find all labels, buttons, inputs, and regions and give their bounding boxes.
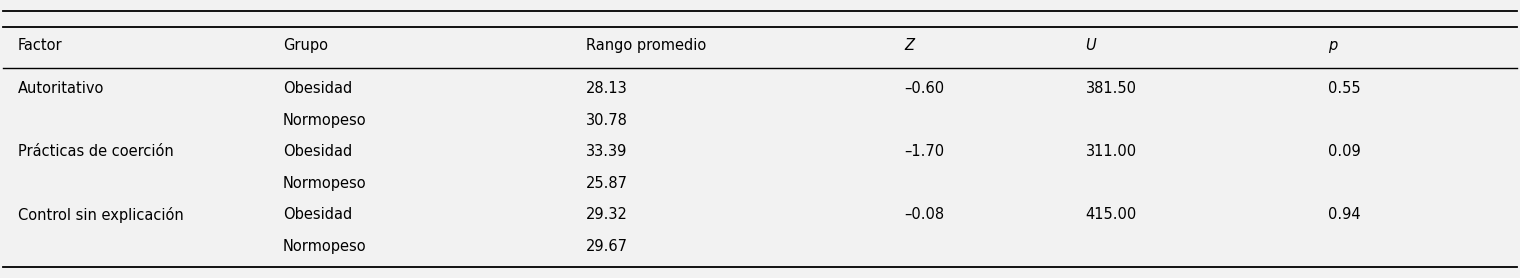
Text: Factor: Factor xyxy=(18,38,62,53)
Text: Rango promedio: Rango promedio xyxy=(585,38,707,53)
Text: U: U xyxy=(1085,38,1096,53)
Text: Obesidad: Obesidad xyxy=(283,81,353,96)
Text: Normopeso: Normopeso xyxy=(283,113,366,128)
Text: Normopeso: Normopeso xyxy=(283,239,366,254)
Text: 28.13: 28.13 xyxy=(585,81,628,96)
Text: 29.67: 29.67 xyxy=(585,239,628,254)
Text: 311.00: 311.00 xyxy=(1085,144,1137,159)
Text: 415.00: 415.00 xyxy=(1085,207,1137,222)
Text: 0.09: 0.09 xyxy=(1328,144,1360,159)
Text: 0.94: 0.94 xyxy=(1328,207,1360,222)
Text: Obesidad: Obesidad xyxy=(283,207,353,222)
Text: –0.60: –0.60 xyxy=(904,81,944,96)
Text: 33.39: 33.39 xyxy=(585,144,628,159)
Text: 0.55: 0.55 xyxy=(1328,81,1360,96)
Text: 25.87: 25.87 xyxy=(585,176,628,191)
Text: Prácticas de coerción: Prácticas de coerción xyxy=(18,144,173,159)
Text: Normopeso: Normopeso xyxy=(283,176,366,191)
Text: Grupo: Grupo xyxy=(283,38,328,53)
Text: Autoritativo: Autoritativo xyxy=(18,81,105,96)
Text: 30.78: 30.78 xyxy=(585,113,628,128)
Text: –1.70: –1.70 xyxy=(904,144,944,159)
Text: Obesidad: Obesidad xyxy=(283,144,353,159)
Text: –0.08: –0.08 xyxy=(904,207,944,222)
Text: 29.32: 29.32 xyxy=(585,207,628,222)
Text: Control sin explicación: Control sin explicación xyxy=(18,207,184,223)
Text: p: p xyxy=(1328,38,1338,53)
Text: 381.50: 381.50 xyxy=(1085,81,1137,96)
Text: Z: Z xyxy=(904,38,914,53)
